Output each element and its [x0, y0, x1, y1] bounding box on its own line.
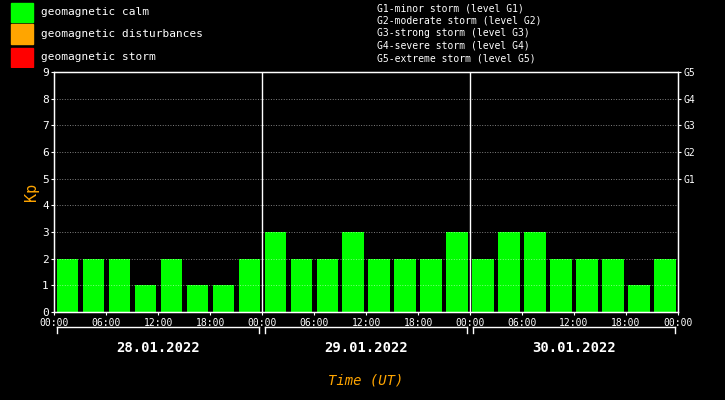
Bar: [317, 259, 338, 312]
Text: G3-strong storm (level G3): G3-strong storm (level G3): [377, 28, 530, 38]
Text: 30.01.2022: 30.01.2022: [532, 341, 616, 355]
FancyBboxPatch shape: [11, 3, 33, 22]
Bar: [109, 259, 130, 312]
Bar: [654, 259, 676, 312]
Bar: [576, 259, 597, 312]
Bar: [161, 259, 182, 312]
Bar: [629, 285, 650, 312]
Bar: [524, 232, 546, 312]
Bar: [239, 259, 260, 312]
Text: 29.01.2022: 29.01.2022: [324, 341, 408, 355]
Text: G2-moderate storm (level G2): G2-moderate storm (level G2): [377, 15, 542, 25]
Bar: [83, 259, 104, 312]
Bar: [498, 232, 520, 312]
Text: geomagnetic calm: geomagnetic calm: [41, 7, 149, 17]
Bar: [394, 259, 415, 312]
Bar: [135, 285, 156, 312]
Bar: [447, 232, 468, 312]
Text: Time (UT): Time (UT): [328, 373, 404, 387]
Bar: [57, 259, 78, 312]
Bar: [212, 285, 234, 312]
Text: 28.01.2022: 28.01.2022: [117, 341, 200, 355]
Text: G4-severe storm (level G4): G4-severe storm (level G4): [377, 40, 530, 50]
Bar: [342, 232, 364, 312]
Bar: [186, 285, 208, 312]
Bar: [368, 259, 390, 312]
Bar: [265, 232, 286, 312]
Y-axis label: Kp: Kp: [25, 183, 39, 201]
Text: geomagnetic disturbances: geomagnetic disturbances: [41, 29, 203, 39]
Bar: [291, 259, 312, 312]
Bar: [602, 259, 624, 312]
Text: geomagnetic storm: geomagnetic storm: [41, 52, 156, 62]
Text: G5-extreme storm (level G5): G5-extreme storm (level G5): [377, 54, 536, 64]
Bar: [473, 259, 494, 312]
FancyBboxPatch shape: [11, 48, 33, 67]
Bar: [420, 259, 442, 312]
FancyBboxPatch shape: [11, 24, 33, 44]
Text: G1-minor storm (level G1): G1-minor storm (level G1): [377, 3, 524, 13]
Bar: [550, 259, 571, 312]
